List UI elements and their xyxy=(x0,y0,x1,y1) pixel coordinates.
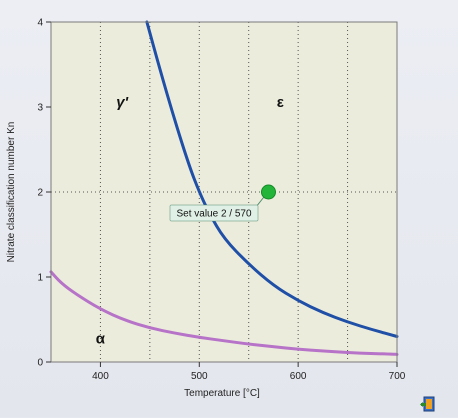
y-tick-label: 4 xyxy=(37,18,43,29)
y-tick-label: 2 xyxy=(37,188,43,199)
region-label: γ' xyxy=(116,94,128,111)
grid xyxy=(51,22,397,362)
set-value-marker[interactable] xyxy=(260,184,276,200)
window-door-icon[interactable] xyxy=(420,395,438,413)
y-tick-label: 0 xyxy=(37,358,43,369)
series-line-2 xyxy=(49,270,399,356)
series-line-1 xyxy=(145,20,399,338)
y-axis-label: Nitrate classification number Kn xyxy=(6,122,17,263)
x-axis-label: Temperature [°C] xyxy=(184,388,260,399)
x-tick-label: 500 xyxy=(191,371,208,382)
series-group xyxy=(49,20,399,356)
marker-callout-box xyxy=(169,204,259,222)
region-label: ε xyxy=(277,94,284,111)
marker-callout-label: Set value 2 / 570 xyxy=(176,209,251,220)
region-label: α xyxy=(96,330,106,347)
x-tick-label: 600 xyxy=(290,371,307,382)
x-tick-label: 700 xyxy=(389,371,406,382)
y-tick-label: 3 xyxy=(37,103,43,114)
y-tick-label: 1 xyxy=(37,273,43,284)
x-tick-label: 400 xyxy=(92,371,109,382)
